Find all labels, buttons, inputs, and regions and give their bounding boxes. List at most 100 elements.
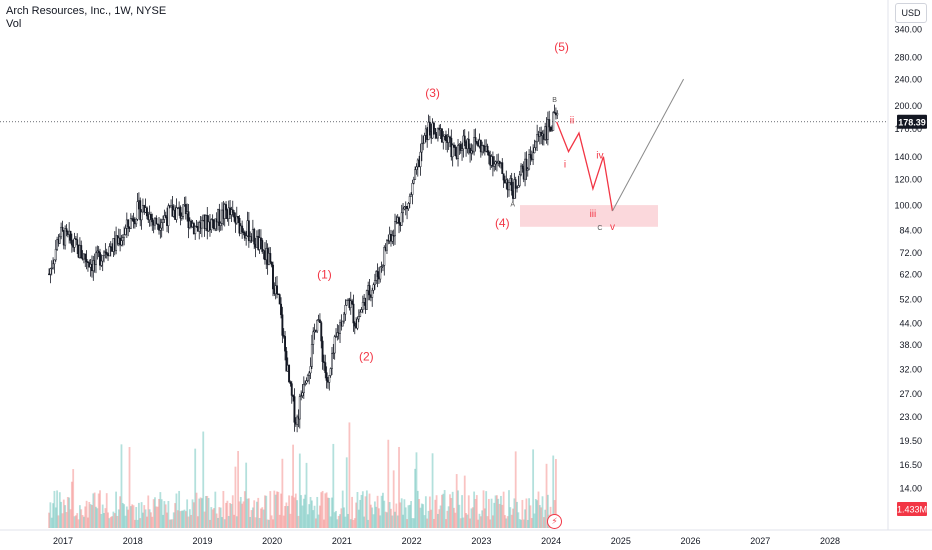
volume-bar (142, 512, 144, 528)
volume-bar (280, 493, 282, 528)
volume-bar (297, 515, 300, 528)
volume-bar (87, 517, 89, 528)
volume-bar (403, 499, 406, 528)
volume-bar (312, 510, 315, 528)
candle-body (486, 145, 489, 153)
volume-bar (325, 492, 328, 528)
candle-body (158, 224, 160, 231)
volume-bar (211, 509, 214, 528)
candle-body (403, 206, 406, 210)
volume-bar (217, 517, 219, 528)
volume-bar (545, 463, 548, 528)
volume-bar (414, 468, 417, 528)
volume-bar (501, 504, 504, 528)
volume-bar (540, 507, 543, 528)
volume-bar (390, 508, 392, 528)
volume-bar (64, 505, 67, 528)
candle-body (139, 200, 142, 221)
candle-body (64, 228, 67, 246)
volume-bar (455, 474, 458, 528)
candle-body (259, 237, 262, 241)
candle-body (351, 300, 354, 305)
candle-body (180, 216, 183, 219)
volume-bar (555, 459, 557, 528)
volume-bar (302, 498, 305, 528)
candle-body (253, 229, 256, 245)
volume-bar (107, 512, 109, 528)
volume-bar (382, 492, 384, 528)
volume-bar (485, 491, 488, 528)
volume-bar (482, 490, 485, 528)
candle-body (383, 247, 386, 266)
volume-bar (281, 458, 284, 528)
volume-bar (352, 519, 355, 528)
volume-bar (234, 466, 237, 528)
candle-body (546, 119, 549, 140)
symbol-title: Arch Resources, Inc., 1W, NYSE (6, 5, 167, 17)
volume-bar (124, 515, 127, 528)
candle-body (101, 255, 104, 262)
candle-body (514, 179, 517, 189)
volume-bar (214, 491, 217, 528)
volume-bar (494, 495, 497, 528)
candle-body (60, 226, 63, 238)
candle-body (194, 226, 197, 234)
volume-bar (443, 490, 446, 528)
volume-bar (347, 513, 349, 528)
candle-body (293, 396, 296, 423)
candle-body (73, 238, 76, 248)
lightning-icon[interactable]: ⚡ (547, 514, 562, 529)
volume-bar (368, 493, 371, 528)
volume-bar (331, 497, 333, 528)
volume-bar (457, 490, 459, 528)
volume-bar (438, 509, 441, 528)
currency-scale-button[interactable]: USD (895, 3, 927, 23)
candle-body (422, 142, 425, 145)
volume-bar (246, 498, 249, 528)
volume-bar (544, 509, 547, 528)
volume-bar (378, 508, 380, 528)
candle-body (320, 322, 323, 342)
volume-bar (180, 510, 183, 528)
candle-body (65, 228, 68, 233)
candle-body (92, 260, 95, 272)
volume-bar (194, 448, 197, 528)
volume-bar (451, 491, 454, 528)
candle-body (548, 119, 551, 128)
volume-bar (201, 498, 203, 528)
candle-body (164, 215, 167, 218)
x-tick-label: 2019 (192, 536, 212, 546)
volume-bar (450, 498, 453, 528)
candle-body (124, 228, 127, 235)
candle-body (361, 302, 364, 310)
volume-bar (500, 495, 502, 528)
volume-bar (432, 518, 435, 528)
last-price-tag (897, 114, 927, 129)
volume-bar (516, 501, 518, 528)
candle-body (179, 206, 182, 219)
volume-bar (296, 500, 299, 528)
x-tick-label: 2021 (332, 536, 352, 546)
volume-bar (340, 508, 343, 528)
volume-bar (286, 506, 289, 528)
candle-body (300, 395, 303, 397)
candle-body (352, 303, 355, 324)
volume-bar (101, 504, 104, 528)
volume-bar (353, 518, 356, 528)
volume-bar (206, 495, 209, 528)
volume-bar (195, 492, 198, 528)
volume-bar (264, 495, 266, 528)
volume-bar (241, 503, 244, 528)
candle-body (525, 158, 528, 171)
volume-bar (73, 516, 76, 528)
volume-bar (375, 506, 378, 528)
volume-bar (154, 497, 156, 528)
volume-bar (158, 498, 160, 528)
volume-bar (223, 519, 226, 528)
candle-body (184, 204, 187, 215)
volume-bar (205, 496, 207, 528)
volume-bar (306, 514, 309, 528)
candle-body (336, 332, 339, 337)
volume-bar (426, 518, 429, 528)
